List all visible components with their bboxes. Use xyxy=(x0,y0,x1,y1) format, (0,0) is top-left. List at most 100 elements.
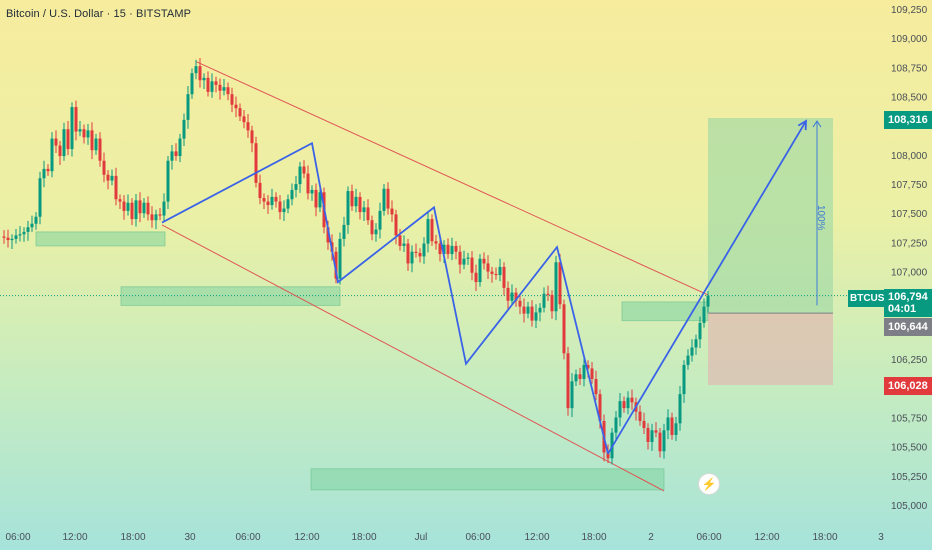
candle-body xyxy=(570,381,574,409)
candle-body xyxy=(338,238,342,279)
candle-body xyxy=(390,208,394,215)
zigzag-line xyxy=(161,141,609,454)
candle-body xyxy=(490,271,494,274)
projection-line xyxy=(607,120,807,455)
candle-body xyxy=(594,378,598,395)
candle-body xyxy=(386,188,390,209)
candle-body xyxy=(458,251,462,265)
candle-body xyxy=(234,104,238,109)
candle-body xyxy=(86,130,90,138)
candle-body xyxy=(58,145,62,157)
candle-body xyxy=(334,251,338,279)
candle-body xyxy=(586,364,590,369)
y-tick-label: 109,250 xyxy=(891,5,928,16)
candle-body xyxy=(702,306,706,323)
candle-body xyxy=(174,151,178,157)
support-zone-2 xyxy=(310,468,665,491)
candle-body xyxy=(150,214,154,221)
candle-body xyxy=(90,130,94,151)
candle-body xyxy=(582,364,586,379)
x-tick-label: 12:00 xyxy=(62,532,87,543)
candle-body xyxy=(178,138,182,157)
candle-body xyxy=(406,243,410,264)
candle-body xyxy=(318,192,322,208)
candle-body xyxy=(306,173,310,194)
candle-body xyxy=(470,257,474,273)
candle-body xyxy=(194,66,198,74)
candle-body xyxy=(418,252,422,257)
candle-body xyxy=(522,306,526,314)
candle-body xyxy=(366,207,370,221)
candle-body xyxy=(262,198,266,202)
candle-body xyxy=(30,223,34,228)
y-tick-label: 107,250 xyxy=(891,238,928,249)
candle-body xyxy=(70,107,74,150)
candle-body xyxy=(442,244,446,255)
candle-body xyxy=(166,160,170,202)
candle-body xyxy=(218,84,222,91)
candle-body xyxy=(666,417,670,431)
x-tick-label: 06:00 xyxy=(465,532,490,543)
measure-arrowhead xyxy=(812,120,822,128)
candle-body xyxy=(278,201,282,213)
candle-body xyxy=(646,427,650,442)
candle-body xyxy=(482,258,486,264)
x-tick-label: 06:00 xyxy=(696,532,721,543)
candle-body xyxy=(554,262,558,312)
candle-body xyxy=(146,202,150,215)
candle-body xyxy=(534,312,538,321)
candle-body xyxy=(350,191,354,207)
candle-body xyxy=(462,258,466,265)
candle-body xyxy=(686,355,690,365)
candle-body xyxy=(274,196,278,202)
candle-body xyxy=(502,266,506,288)
candle-body xyxy=(614,417,618,433)
current-price-box: 106,794 04:01 xyxy=(884,289,932,317)
candle-body xyxy=(466,257,470,259)
candle-body xyxy=(394,214,398,236)
candle-body xyxy=(498,266,502,276)
x-tick-label: 18:00 xyxy=(812,532,837,543)
y-tick-label: 105,500 xyxy=(891,443,928,454)
candle-body xyxy=(230,94,234,105)
percent-label: 100% xyxy=(815,205,826,231)
candle-body xyxy=(182,119,186,139)
candle-body xyxy=(246,122,250,131)
candle-body xyxy=(294,184,298,190)
lightning-icon[interactable]: ⚡ xyxy=(698,473,720,495)
entry-price-tag: 106,644 xyxy=(884,318,932,336)
y-tick-label: 108,750 xyxy=(891,63,928,74)
x-tick-label: 18:00 xyxy=(351,532,376,543)
x-tick-label: Jul xyxy=(415,532,428,543)
candle-body xyxy=(198,66,202,81)
candle-body xyxy=(558,262,562,305)
candle-body xyxy=(378,210,382,230)
y-tick-label: 105,750 xyxy=(891,413,928,424)
candle-body xyxy=(186,94,190,120)
candle-body xyxy=(374,229,378,235)
candle-body xyxy=(238,108,242,117)
x-tick-label: 06:00 xyxy=(235,532,260,543)
candle-body xyxy=(478,258,482,283)
candle-body xyxy=(74,107,78,132)
candle-body xyxy=(514,292,518,301)
x-tick-label: 18:00 xyxy=(120,532,145,543)
channel-upper-line xyxy=(195,61,709,296)
candle-body xyxy=(674,423,678,435)
candle-body xyxy=(102,160,106,175)
candle-body xyxy=(62,129,66,157)
y-tick-label: 105,000 xyxy=(891,501,928,512)
candle-body xyxy=(402,243,406,246)
y-tick-label: 107,750 xyxy=(891,180,928,191)
candle-body xyxy=(154,214,158,221)
candle-body xyxy=(286,199,290,209)
candle-body xyxy=(430,219,434,242)
candle-body xyxy=(250,130,254,144)
candle-body xyxy=(122,201,126,211)
candle-body xyxy=(538,307,542,313)
candle-body xyxy=(98,138,102,161)
candle-body xyxy=(598,394,602,421)
candle-body xyxy=(26,227,30,232)
x-tick-label: 06:00 xyxy=(5,532,30,543)
